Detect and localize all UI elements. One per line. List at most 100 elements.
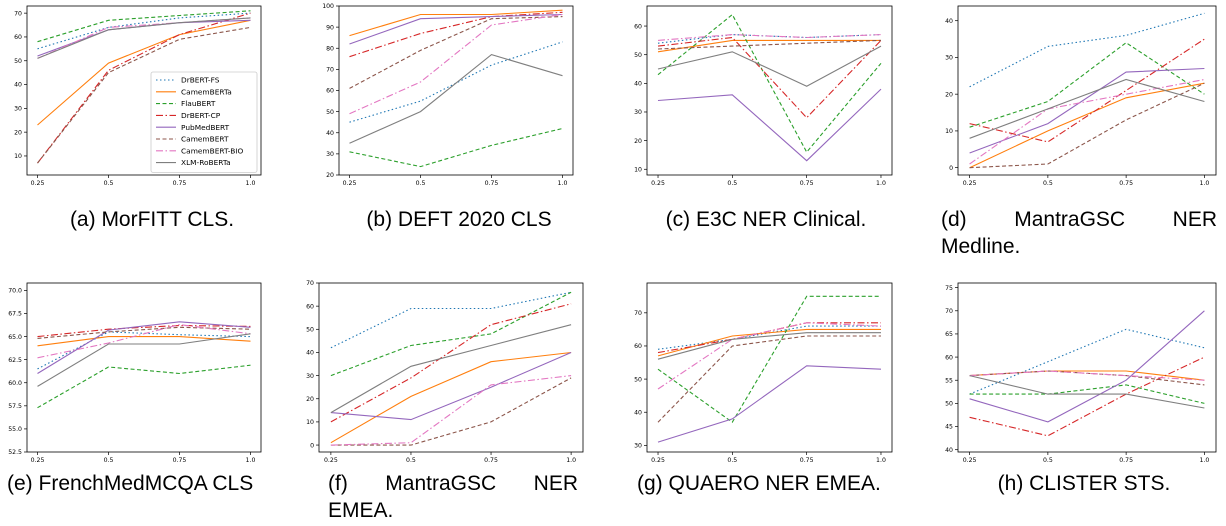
x-tick-label: 0.75 — [800, 457, 814, 464]
y-tick-label: 50 — [326, 109, 334, 116]
series-line-camemberta — [330, 351, 572, 444]
x-tick-label: 1.0 — [1199, 180, 1209, 187]
caption-d: (d) MantraGSC NER Medline. — [941, 208, 1217, 258]
y-tick-label: 70.0 — [8, 288, 22, 295]
caption-e: (e) FrenchMedMCQA CLS — [7, 472, 254, 495]
legend-label: XLM-RoBERTa — [181, 158, 231, 167]
y-tick-label: 50 — [634, 376, 642, 383]
series-line-camembert — [657, 39, 882, 50]
y-tick-label: 10 — [634, 166, 642, 173]
x-tick-label: 1.0 — [876, 457, 886, 464]
y-tick-label: 57.5 — [8, 403, 22, 410]
y-tick-label: 30 — [326, 151, 334, 158]
series-line-xlm-roberta — [37, 333, 251, 387]
plot-d: 0 10 20 30 40 0.25 0.5 0.75 1.0 — [945, 5, 1217, 187]
y-tick-label: 20 — [326, 172, 334, 179]
x-tick-label: 0.25 — [651, 180, 665, 187]
series-line-pubmedbert — [37, 321, 251, 374]
series-line-flaubert — [657, 13, 882, 154]
series-line-camembert-bio — [330, 375, 572, 446]
x-tick-label: 1.0 — [558, 180, 568, 187]
series-line-flaubert — [969, 42, 1205, 128]
x-tick-label: 0.75 — [484, 457, 498, 464]
y-tick-label: 20 — [14, 129, 22, 136]
series-line-drbert-fs — [37, 331, 251, 370]
y-tick-label: 50 — [945, 401, 953, 408]
series-line-camembert — [37, 326, 251, 339]
plot-f: 0 10 20 30 40 50 60 70 0.25 0.5 0.75 1.0 — [306, 280, 584, 464]
y-tick-label: 30 — [306, 373, 314, 380]
caption-b: (b) DEFT 2020 CLS — [366, 208, 552, 231]
series-line-xlm-roberta — [330, 324, 572, 414]
y-tick-label: 70 — [945, 308, 953, 315]
series-line-camemberta — [37, 19, 251, 126]
series-line-pubmedbert — [657, 365, 882, 443]
y-tick-label: 50 — [14, 58, 22, 65]
series-line-camembert-bio — [969, 78, 1205, 165]
series-line-camembert-bio — [349, 13, 563, 115]
y-tick-label: 30 — [945, 55, 953, 62]
x-tick-label: 0.25 — [324, 457, 338, 464]
x-tick-label: 1.0 — [246, 180, 256, 187]
caption-c: (c) E3C NER Clinical. — [665, 208, 867, 231]
series-line-xlm-roberta — [969, 375, 1205, 409]
y-tick-label: 0 — [310, 442, 314, 449]
y-tick-label: 40 — [306, 350, 314, 357]
series-line-drbert-cp — [37, 324, 251, 338]
x-tick-label: 0.5 — [416, 180, 426, 187]
y-tick-label: 55 — [945, 377, 953, 384]
caption-a: (a) MorFITT CLS. — [69, 208, 235, 231]
x-tick-label: 0.75 — [173, 180, 187, 187]
legend-label: DrBERT-CP — [181, 111, 221, 120]
legend-box — [150, 71, 258, 173]
y-tick-label: 62.5 — [8, 357, 22, 364]
series-line-camembert-bio — [657, 322, 882, 390]
y-tick-label: 52.5 — [8, 449, 22, 456]
x-tick-label: 1.0 — [566, 457, 576, 464]
series-line-pubmedbert — [37, 19, 251, 57]
y-tick-label: 40 — [945, 18, 953, 25]
y-tick-label: 60 — [634, 343, 642, 350]
plot-frame — [26, 5, 262, 176]
y-tick-label: 50 — [634, 52, 642, 59]
x-tick-label: 0.75 — [1119, 180, 1133, 187]
series-line-camemberta — [349, 9, 563, 37]
y-tick-label: 40 — [14, 82, 22, 89]
plot-frame — [957, 282, 1217, 453]
y-tick-label: 60 — [14, 34, 22, 41]
y-tick-label: 20 — [306, 396, 314, 403]
series-line-drbert-cp — [969, 356, 1205, 437]
series-line-camembert — [969, 82, 1205, 169]
y-tick-label: 40 — [326, 130, 334, 137]
caption-h: (h) CLISTER STS. — [997, 472, 1171, 495]
series-line-camemberta — [969, 370, 1205, 381]
y-tick-label: 40 — [945, 447, 953, 454]
y-tick-label: 67.5 — [8, 311, 22, 318]
x-tick-label: 0.25 — [963, 457, 977, 464]
plot-g: 30 40 50 60 70 0.25 0.5 0.75 1.0 — [634, 282, 893, 464]
y-tick-label: 50 — [306, 327, 314, 334]
y-tick-label: 40 — [634, 409, 642, 416]
series-line-camemberta — [657, 328, 881, 357]
x-tick-label: 0.5 — [727, 457, 737, 464]
series-line-pubmedbert — [657, 88, 882, 162]
plot-frame — [338, 5, 574, 176]
series-line-flaubert — [349, 127, 563, 168]
series-line-drbert-cp — [969, 38, 1205, 143]
plot-frame — [957, 5, 1217, 176]
x-tick-label: 1.0 — [876, 180, 886, 187]
x-tick-label: 1.0 — [1199, 457, 1209, 464]
series-line-drbert-cp — [330, 303, 572, 423]
caption-g: (g) QUAERO NER EMEA. — [637, 472, 881, 495]
y-tick-label: 45 — [945, 424, 953, 431]
x-tick-label: 0.25 — [343, 180, 357, 187]
series-line-xlm-roberta — [349, 53, 563, 144]
y-tick-label: 10 — [306, 419, 314, 426]
series-line-pubmedbert — [969, 67, 1205, 154]
x-tick-label: 0.5 — [727, 180, 737, 187]
legend-label: CamemBERT — [181, 135, 229, 144]
series-line-xlm-roberta — [657, 332, 881, 360]
legend-label: FlauBERT — [181, 99, 216, 108]
series-line-camembert — [37, 26, 251, 164]
series-line-xlm-roberta — [969, 78, 1205, 139]
